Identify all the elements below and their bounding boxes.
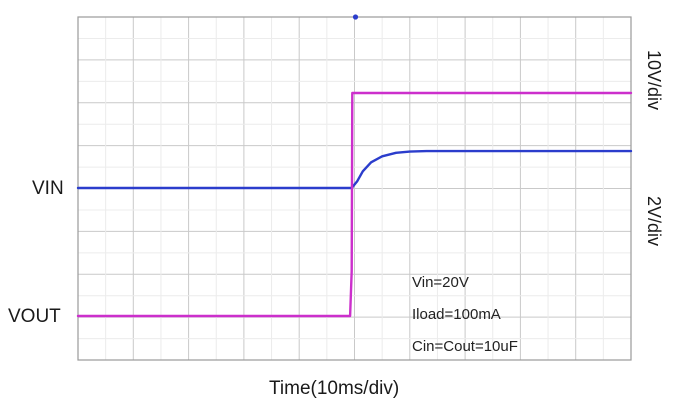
trigger-marker xyxy=(352,14,359,20)
annotation-vin: Vin=20V xyxy=(412,274,469,291)
traces xyxy=(76,91,633,318)
label-vin: VIN xyxy=(32,178,64,199)
label-vout: VOUT xyxy=(8,306,61,327)
vout-scale-label: 2V/div xyxy=(644,196,664,247)
trace-vout xyxy=(76,91,633,318)
vin-scale-label: 10V/div xyxy=(644,50,664,111)
annotation-cin-cout: Cin=Cout=10uF xyxy=(412,338,518,355)
annotation-iload: Iload=100mA xyxy=(412,306,501,323)
x-axis-label: Time(10ms/div) xyxy=(269,378,400,399)
